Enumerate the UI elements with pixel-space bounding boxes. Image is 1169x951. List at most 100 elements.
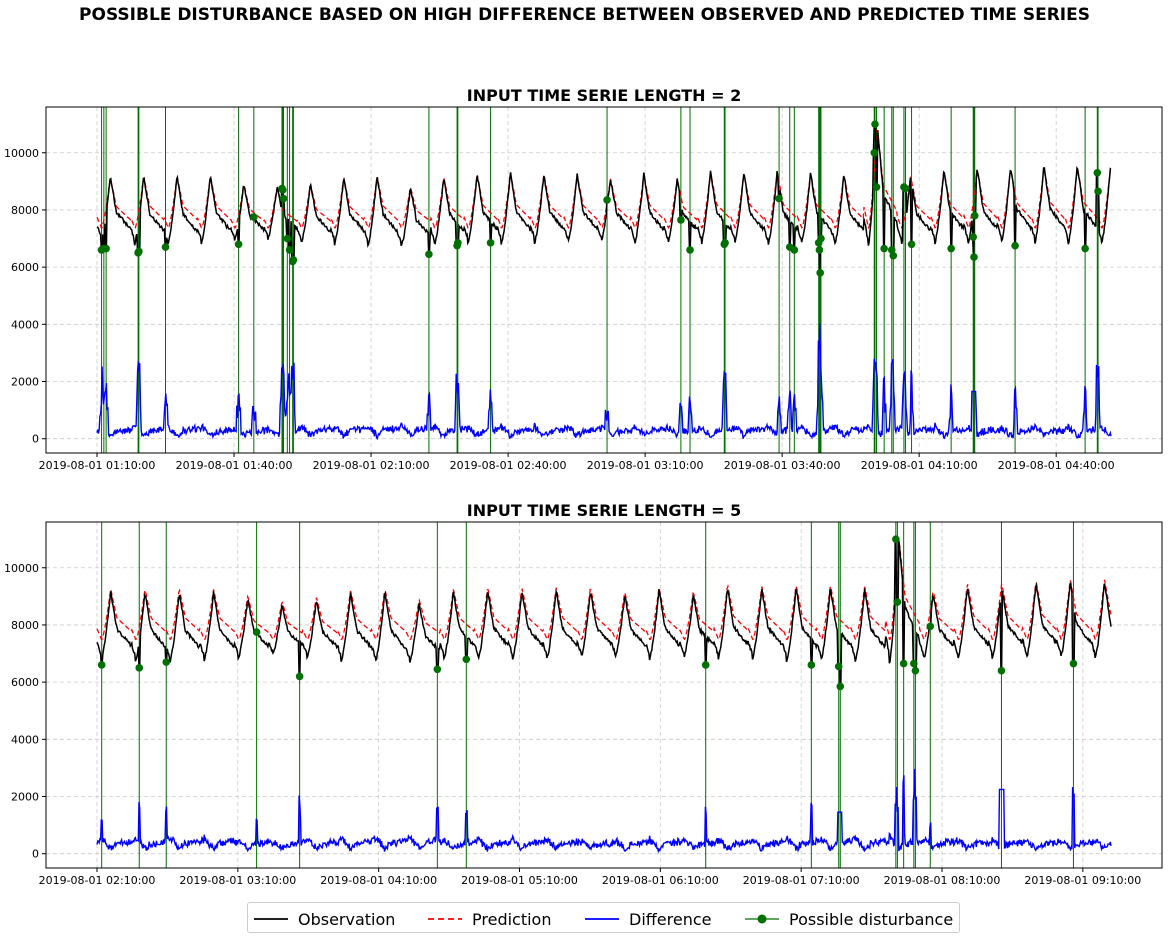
- disturbance-point: [1094, 188, 1102, 196]
- disturbance-point: [808, 661, 816, 669]
- disturbance-point: [487, 239, 495, 247]
- disturbance-point: [969, 233, 977, 241]
- y-tick-label: 8000: [11, 204, 39, 217]
- disturbance-point: [926, 623, 934, 631]
- y-tick-label: 0: [32, 433, 39, 446]
- y-tick-label: 4000: [11, 318, 39, 331]
- x-tick-label: 2019-08-01 02:10:00: [39, 874, 156, 887]
- legend-label-difference: Difference: [629, 910, 711, 929]
- panel-title: INPUT TIME SERIE LENGTH = 2: [467, 86, 741, 105]
- disturbance-point: [998, 667, 1006, 675]
- legend: Observation Prediction Difference Possib…: [247, 902, 960, 933]
- disturbance-point: [873, 183, 881, 191]
- legend-item-disturbance: Possible disturbance: [745, 909, 953, 929]
- chart-panel-length-5: INPUT TIME SERIE LENGTH = 50200040006000…: [4, 501, 1162, 887]
- disturbance-point: [908, 240, 916, 248]
- disturbance-point: [279, 186, 287, 194]
- disturbance-marker-icon: [745, 909, 779, 929]
- disturbance-point: [425, 250, 433, 258]
- x-tick-label: 2019-08-01 06:10:00: [602, 874, 719, 887]
- y-tick-label: 0: [32, 848, 39, 861]
- y-tick-label: 8000: [11, 619, 39, 632]
- legend-item-difference: Difference: [585, 909, 711, 929]
- disturbance-point: [250, 213, 258, 221]
- disturbance-point: [235, 240, 243, 248]
- disturbance-point: [1070, 660, 1078, 668]
- disturbance-point: [910, 660, 918, 668]
- x-tick-label: 2019-08-01 02:40:00: [450, 459, 567, 472]
- x-tick-label: 2019-08-01 01:10:00: [39, 459, 156, 472]
- disturbance-point: [816, 269, 824, 277]
- y-tick-label: 2000: [11, 376, 39, 389]
- chart-panel-length-2: INPUT TIME SERIE LENGTH = 2 0 2000 4000 6000…: [4, 86, 1162, 472]
- disturbance-point: [894, 598, 902, 606]
- legend-item-observation: Observation: [254, 909, 395, 929]
- difference-series-line: [97, 323, 1111, 438]
- legend-label-prediction: Prediction: [472, 910, 551, 929]
- y-tick-label: 6000: [11, 261, 39, 274]
- disturbance-point: [1011, 242, 1019, 250]
- y-tick-label: 10000: [4, 562, 39, 575]
- disturbance-point: [135, 248, 143, 256]
- disturbance-point: [677, 216, 685, 224]
- disturbance-point: [135, 664, 143, 672]
- y-tick-label: 10000: [4, 147, 39, 160]
- x-tick-label: 2019-08-01 07:10:00: [743, 874, 860, 887]
- disturbance-point: [902, 185, 910, 193]
- disturbance-point: [880, 245, 888, 253]
- y-tick-label: 2000: [11, 791, 39, 804]
- disturbance-point: [1093, 169, 1101, 177]
- disturbance-point: [296, 673, 304, 681]
- legend-label-disturbance: Possible disturbance: [789, 910, 953, 929]
- disturbance-point: [284, 235, 292, 243]
- legend-item-prediction: Prediction: [428, 909, 551, 929]
- plot-frame: [46, 107, 1162, 453]
- disturbance-point: [791, 246, 799, 254]
- panel-title: INPUT TIME SERIE LENGTH = 5: [467, 501, 741, 520]
- disturbance-point: [280, 195, 288, 203]
- disturbance-point: [162, 243, 170, 251]
- x-tick-label: 2019-08-01 03:40:00: [724, 459, 841, 472]
- disturbance-point: [454, 239, 462, 247]
- disturbance-point: [102, 245, 110, 253]
- disturbance-point: [721, 239, 729, 247]
- disturbance-point: [835, 663, 843, 671]
- x-tick-label: 2019-08-01 04:10:00: [861, 459, 978, 472]
- series-group: [97, 522, 1111, 868]
- x-tick-label: 2019-08-01 01:40:00: [176, 459, 293, 472]
- disturbance-point: [912, 667, 920, 675]
- disturbance-point: [434, 665, 442, 673]
- disturbance-point: [817, 235, 825, 243]
- disturbance-point: [162, 658, 170, 666]
- x-tick-label: 2019-08-01 08:10:00: [884, 874, 1001, 887]
- disturbance-point: [702, 661, 710, 669]
- disturbance-point: [970, 253, 978, 261]
- disturbance-point: [603, 196, 611, 204]
- disturbance-point: [947, 245, 955, 253]
- disturbance-point: [889, 252, 897, 260]
- disturbance-point: [870, 149, 878, 157]
- x-tick-label: 2019-08-01 02:10:00: [313, 459, 430, 472]
- disturbance-point: [462, 655, 470, 663]
- plot-frame: [46, 522, 1162, 868]
- disturbance-point: [900, 660, 908, 668]
- disturbance-point: [871, 120, 879, 128]
- disturbance-point: [775, 195, 783, 203]
- disturbance-point: [98, 661, 106, 669]
- observation-line-icon: [254, 909, 288, 929]
- x-tick-label: 2019-08-01 04:10:00: [320, 874, 437, 887]
- disturbance-point: [286, 246, 294, 254]
- difference-series-line: [97, 769, 1111, 852]
- x-tick-label: 2019-08-01 05:10:00: [461, 874, 578, 887]
- disturbance-point: [253, 628, 261, 636]
- x-tick-label: 2019-08-01 03:10:00: [587, 459, 704, 472]
- x-tick-label: 2019-08-01 04:40:00: [998, 459, 1115, 472]
- prediction-series-line: [97, 541, 1111, 640]
- disturbance-point: [836, 683, 844, 691]
- disturbance-point: [290, 256, 298, 264]
- disturbance-point: [892, 535, 900, 543]
- x-tick-label: 2019-08-01 09:10:00: [1024, 874, 1141, 887]
- disturbance-point: [1081, 245, 1089, 253]
- disturbance-point: [686, 246, 694, 254]
